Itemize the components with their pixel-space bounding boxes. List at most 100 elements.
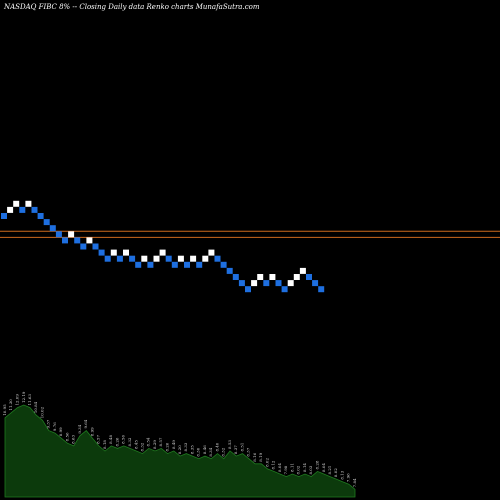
- volume-label: 8.32: [127, 437, 132, 446]
- volume-label: 8.35: [190, 445, 195, 454]
- renko-brick-down: [62, 237, 68, 244]
- volume-label: 9.37: [46, 419, 51, 428]
- renko-brick-up: [190, 255, 197, 262]
- renko-brick-down: [55, 231, 62, 238]
- volume-label: 8.45: [133, 440, 138, 449]
- volume-label: 8.26: [115, 437, 120, 446]
- renko-brick-down: [318, 286, 325, 293]
- volume-label: 8.14: [302, 463, 307, 472]
- volume-label: 8.12: [271, 460, 276, 469]
- volume-label: 8.51: [240, 443, 245, 452]
- volume-label: 8.03: [308, 465, 313, 474]
- renko-brick-up: [7, 206, 14, 213]
- volume-label: 8.48: [108, 435, 113, 444]
- volume-label: 7.96: [346, 473, 351, 482]
- renko-brick-down: [104, 255, 111, 262]
- renko-brick-up: [25, 200, 32, 207]
- renko-brick-up: [141, 255, 148, 262]
- volume-label: 8.56: [121, 435, 126, 444]
- volume-area-path: [4, 404, 356, 498]
- volume-label: 8.56: [65, 432, 70, 441]
- volume-label: 10.84: [33, 401, 38, 413]
- renko-brick-down: [19, 206, 26, 213]
- renko-brick-down: [226, 267, 233, 274]
- volume-label: 9.64: [83, 419, 88, 428]
- renko-brick-down: [306, 274, 312, 280]
- renko-brick-down: [232, 274, 239, 280]
- renko-brick-down: [1, 213, 7, 219]
- volume-label: 8.32: [140, 442, 145, 451]
- renko-brick-up: [208, 249, 215, 256]
- renko-brick-down: [92, 243, 99, 250]
- volume-label: 8.57: [96, 435, 101, 444]
- renko-brick-down: [74, 237, 81, 244]
- volume-label: 11.30: [8, 399, 13, 411]
- volume-label: 10.95: [2, 404, 7, 416]
- renko-brick-down: [263, 280, 270, 287]
- volume-label: 8.02: [265, 458, 270, 467]
- volume-label: 9.34: [77, 424, 82, 433]
- volume-label: 8.37: [246, 447, 251, 456]
- renko-brick-down: [116, 255, 123, 262]
- renko-brick-up: [110, 249, 117, 256]
- volume-label: 8.26: [165, 442, 170, 451]
- renko-brick-down: [238, 280, 245, 287]
- renko-brick-down: [312, 280, 319, 287]
- volume-label: 8.37: [233, 445, 238, 454]
- volume-label: 8.21: [327, 466, 332, 475]
- volume-label: 8.13: [340, 470, 345, 479]
- volume-label: 8.19: [258, 452, 263, 461]
- renko-brick-down: [214, 255, 221, 262]
- volume-label: 8.33: [183, 442, 188, 451]
- renko-brick-down: [43, 219, 50, 226]
- renko-brick-up: [287, 280, 294, 287]
- volume-label: 8.99: [58, 427, 63, 436]
- volume-label: 8.28: [315, 460, 320, 469]
- renko-brick-down: [281, 286, 288, 293]
- renko-brick-down: [184, 261, 190, 268]
- chart-title: NASDAQ FIBC 8% -- Closing Daily data Ren…: [3, 3, 260, 11]
- volume-label: 10.02: [40, 406, 45, 418]
- renko-bricks: [1, 200, 325, 293]
- renko-brick-down: [129, 255, 136, 262]
- volume-label: 12.19: [21, 391, 26, 403]
- reference-lines: [0, 230, 500, 238]
- volume-label: 8.02: [333, 468, 338, 477]
- renko-brick-down: [171, 261, 178, 268]
- renko-brick-down: [98, 249, 105, 256]
- volume-label: 11.63: [27, 394, 32, 406]
- volume-label: 7.84: [352, 478, 357, 487]
- renko-brick-down: [196, 261, 203, 268]
- volume-label: 9.76: [52, 422, 57, 431]
- renko-brick-down: [135, 261, 142, 268]
- renko-brick-up: [159, 249, 166, 256]
- volume-label: 12.09: [15, 394, 20, 406]
- volume-area: [4, 404, 356, 498]
- volume-label: 8.49: [171, 440, 176, 449]
- renko-brick-up: [251, 280, 258, 287]
- renko-brick-down: [220, 261, 227, 268]
- renko-brick-down: [37, 213, 44, 219]
- volume-label: 8.04: [321, 463, 326, 472]
- renko-brick-up: [299, 267, 306, 274]
- renko-brick-up: [269, 274, 276, 280]
- volume-label: 8.54: [146, 437, 151, 446]
- volume-label: 8.40: [215, 442, 220, 451]
- volume-label: 8.29: [152, 440, 157, 449]
- volume-label: 8.18: [102, 440, 107, 449]
- renko-brick-up: [257, 274, 264, 280]
- volume-label: 8.02: [296, 465, 301, 474]
- renko-brick-up: [86, 237, 93, 244]
- volume-label: 8.20: [177, 445, 182, 454]
- volume-label: 8.63: [71, 435, 76, 444]
- renko-brick-down: [147, 261, 154, 268]
- renko-brick-down: [31, 206, 38, 213]
- volume-label: 7.98: [283, 465, 288, 474]
- volume-label: 8.99: [90, 427, 95, 436]
- renko-brick-up: [202, 255, 209, 262]
- volume-label: 8.34: [208, 447, 213, 456]
- renko-brick-down: [245, 286, 251, 293]
- volume-label: 8.04: [277, 463, 282, 472]
